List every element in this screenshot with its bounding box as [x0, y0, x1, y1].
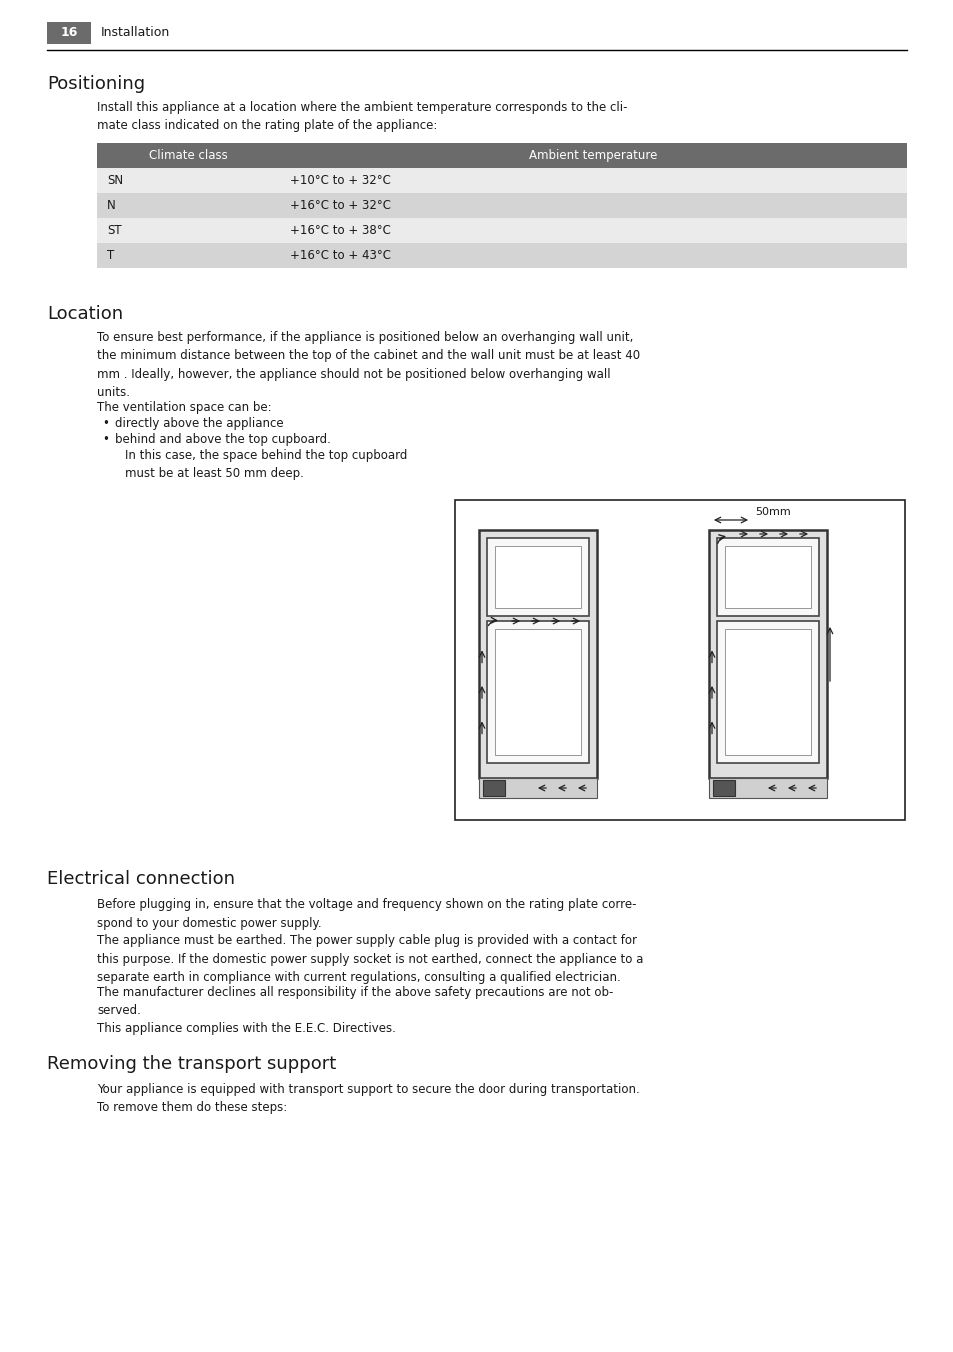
Text: +16°C to + 32°C: +16°C to + 32°C	[290, 199, 391, 212]
Text: Positioning: Positioning	[47, 74, 145, 93]
Bar	[708, 777, 826, 798]
Bar	[724, 546, 810, 608]
Bar	[700, 800, 838, 808]
Text: The ventilation space can be:: The ventilation space can be:	[97, 402, 272, 414]
Bar	[717, 621, 818, 763]
Text: SN: SN	[107, 174, 123, 187]
Bar	[495, 546, 580, 608]
Bar	[724, 629, 810, 754]
Bar	[97, 193, 906, 218]
Text: To ensure best performance, if the appliance is positioned below an overhanging : To ensure best performance, if the appli…	[97, 331, 639, 399]
Text: Electrical connection: Electrical connection	[47, 869, 234, 888]
Bar	[486, 538, 588, 617]
Text: Location: Location	[47, 306, 123, 323]
Bar	[97, 243, 906, 268]
Text: •: •	[102, 416, 109, 430]
Bar	[478, 530, 597, 777]
Text: The manufacturer declines all responsibility if the above safety precautions are: The manufacturer declines all responsibi…	[97, 986, 613, 1018]
Text: Ambient temperature: Ambient temperature	[529, 149, 657, 162]
Bar	[717, 538, 818, 617]
Text: ST: ST	[107, 224, 121, 237]
Text: behind and above the top cupboard.: behind and above the top cupboard.	[115, 433, 331, 446]
Text: Your appliance is equipped with transport support to secure the door during tran: Your appliance is equipped with transpor…	[97, 1083, 639, 1114]
Text: In this case, the space behind the top cupboard
must be at least 50 mm deep.: In this case, the space behind the top c…	[125, 449, 407, 480]
Text: N: N	[107, 199, 115, 212]
Bar	[478, 777, 597, 798]
Text: T: T	[107, 249, 114, 262]
Text: Before plugging in, ensure that the voltage and frequency shown on the rating pl: Before plugging in, ensure that the volt…	[97, 898, 636, 930]
Bar	[473, 514, 602, 531]
Bar	[697, 514, 834, 531]
Bar	[476, 800, 606, 808]
Bar	[97, 168, 906, 193]
Bar	[455, 500, 904, 821]
Text: 50mm: 50mm	[754, 507, 790, 516]
Text: 16: 16	[60, 27, 77, 39]
Text: Removing the transport support: Removing the transport support	[47, 1055, 335, 1073]
Bar	[486, 621, 588, 763]
Text: Climate class: Climate class	[149, 149, 228, 162]
Text: +16°C to + 38°C: +16°C to + 38°C	[290, 224, 391, 237]
Bar	[97, 218, 906, 243]
Text: +16°C to + 43°C: +16°C to + 43°C	[290, 249, 391, 262]
Bar	[482, 780, 504, 796]
Text: Install this appliance at a location where the ambient temperature corresponds t: Install this appliance at a location whe…	[97, 101, 627, 132]
Text: The appliance must be earthed. The power supply cable plug is provided with a co: The appliance must be earthed. The power…	[97, 934, 642, 984]
Bar	[97, 143, 906, 168]
Text: Installation: Installation	[101, 27, 170, 39]
Bar	[495, 629, 580, 754]
Text: +10°C to + 32°C: +10°C to + 32°C	[290, 174, 391, 187]
Text: This appliance complies with the E.E.C. Directives.: This appliance complies with the E.E.C. …	[97, 1022, 395, 1036]
Text: directly above the appliance: directly above the appliance	[115, 416, 283, 430]
Bar	[708, 530, 826, 777]
Text: •: •	[102, 433, 109, 446]
Bar	[712, 780, 734, 796]
Bar	[47, 22, 91, 45]
